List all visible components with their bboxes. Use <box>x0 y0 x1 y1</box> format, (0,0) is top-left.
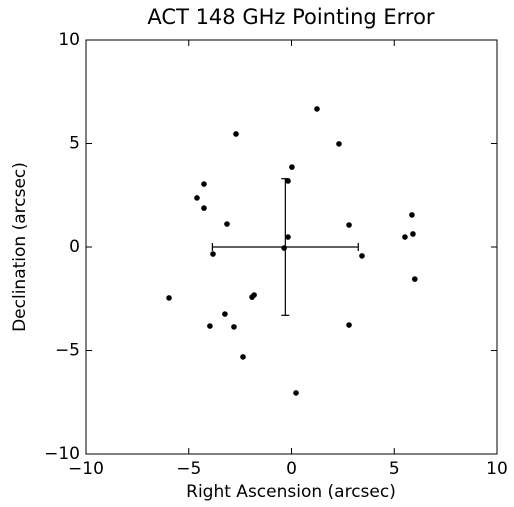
point <box>210 251 216 257</box>
y-tick-label: 5 <box>69 134 80 154</box>
point <box>359 253 365 259</box>
point <box>166 295 172 301</box>
chart-title: ACT 148 GHz Pointing Error <box>147 5 435 29</box>
point <box>207 323 213 329</box>
y-tick-label: 10 <box>58 30 80 50</box>
point <box>233 131 239 137</box>
y-tick-label: −10 <box>44 444 80 464</box>
y-tick-label: 0 <box>69 237 80 257</box>
y-axis-label: Declination (arcsec) <box>10 162 30 332</box>
point <box>240 354 246 360</box>
point <box>336 141 342 147</box>
x-tick-label: −10 <box>68 459 104 479</box>
point <box>410 231 416 237</box>
point <box>409 212 415 218</box>
y-tick-label: −5 <box>55 341 80 361</box>
point <box>222 311 228 317</box>
point <box>285 178 291 184</box>
point <box>314 106 320 112</box>
x-tick-label: 10 <box>486 459 508 479</box>
x-axis-label: Right Ascension (arcsec) <box>186 482 396 502</box>
point <box>201 205 207 211</box>
point <box>201 181 207 187</box>
point <box>285 234 291 240</box>
point <box>346 222 352 228</box>
x-tick-label: 0 <box>286 459 297 479</box>
point <box>412 276 418 282</box>
point <box>281 245 287 251</box>
point <box>289 164 295 170</box>
x-tick-label: −5 <box>176 459 201 479</box>
point <box>194 195 200 201</box>
point <box>402 234 408 240</box>
x-tick-label: 5 <box>389 459 400 479</box>
point <box>224 221 230 227</box>
point <box>231 324 237 330</box>
point <box>293 390 299 396</box>
point <box>249 294 255 300</box>
point <box>346 322 352 328</box>
